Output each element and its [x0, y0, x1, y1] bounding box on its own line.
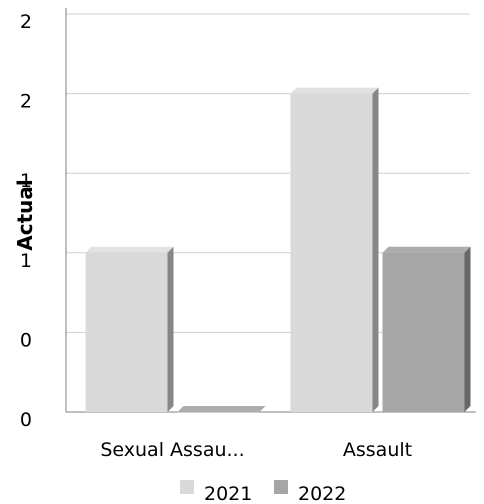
y-axis-title: Actual	[13, 179, 37, 250]
y-tick-label: 1	[20, 170, 32, 192]
legend-label: 2021	[204, 483, 252, 504]
legend-swatch	[274, 480, 288, 494]
bar	[85, 246, 174, 412]
bar	[177, 406, 266, 413]
legend: 2021 2022	[180, 480, 346, 504]
legend-swatch	[180, 480, 194, 494]
bar	[382, 246, 471, 412]
bar	[290, 87, 379, 412]
category-labels: Sexual Assau... Assault	[100, 439, 412, 461]
bars	[85, 87, 471, 413]
y-tick-label: 2	[20, 11, 32, 33]
category-label: Sexual Assau...	[100, 439, 244, 461]
y-tick-label: 0	[20, 409, 32, 431]
y-tick-label: 2	[20, 91, 32, 113]
legend-label: 2022	[298, 483, 346, 504]
y-tick-label: 0	[20, 329, 32, 351]
y-tick-labels: 0 0 1 1 2 2	[20, 11, 32, 431]
y-tick-label: 1	[20, 250, 32, 272]
category-label: Assault	[343, 439, 412, 461]
